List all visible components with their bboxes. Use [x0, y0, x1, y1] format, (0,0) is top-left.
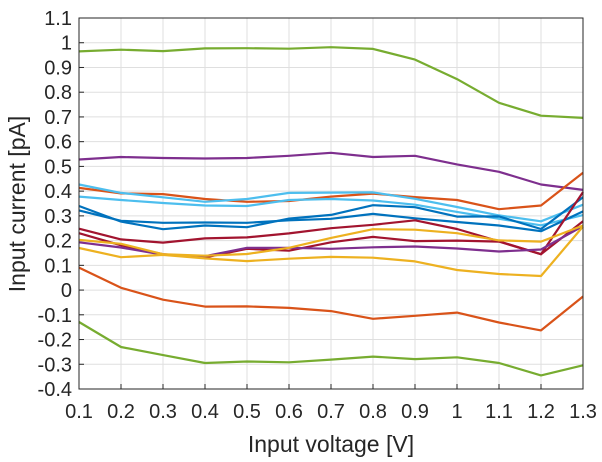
y-tick-label: 0.5 [44, 156, 72, 178]
y-tick-label: 0.9 [44, 57, 72, 79]
x-tick-label: 1 [451, 401, 462, 423]
x-tick-label: 0.9 [401, 401, 429, 423]
x-tick-label: 0.4 [191, 401, 219, 423]
x-tick-label: 0.8 [359, 401, 387, 423]
x-tick-label: 0.5 [233, 401, 261, 423]
x-tick-label: 1.2 [527, 401, 555, 423]
x-tick-label: 1.1 [485, 401, 513, 423]
series-line-1 [78, 46, 584, 119]
y-tick-label: 1 [61, 33, 72, 55]
series-line-3 [78, 171, 584, 211]
series-line-7 [78, 209, 584, 233]
y-tick-label: 0.6 [44, 132, 72, 154]
y-tick-label: 1.1 [44, 8, 72, 30]
y-tick-label: -0.4 [38, 379, 72, 401]
x-tick-labels: 0.1 0.2 0.3 0.4 0.5 0.6 0.7 0.8 0.9 1 1.1 1.2 1.3 [65, 401, 597, 423]
y-tick-label: -0.2 [38, 330, 72, 352]
plot-frame [78, 17, 584, 390]
x-axis-label: Input voltage [V] [248, 431, 414, 457]
y-tick-label: 0 [61, 280, 72, 302]
series-line-2 [78, 151, 584, 191]
y-tick-label: 0.3 [44, 206, 72, 228]
y-tick-label: 0.7 [44, 107, 72, 129]
x-tick-label: 0.2 [107, 401, 135, 423]
x-tick-label: 0.3 [149, 401, 177, 423]
y-tick-label: -0.3 [38, 354, 72, 376]
y-tick-label: -0.1 [38, 305, 72, 327]
y-tick-label: 0.8 [44, 82, 72, 104]
series-line-12 [78, 225, 584, 278]
x-tick-label: 0.7 [317, 401, 345, 423]
grid [78, 17, 584, 390]
y-tick-label: 0.1 [44, 255, 72, 277]
x-tick-label: 0.1 [65, 401, 93, 423]
series-line-14 [78, 321, 584, 377]
y-tick-label: 0.4 [44, 181, 72, 203]
x-tick-label: 0.6 [275, 401, 303, 423]
series-line-6 [78, 196, 584, 231]
y-axis-label: Input current [pA] [4, 116, 30, 292]
y-tick-label: 0.2 [44, 231, 72, 253]
y-tick-labels: -0.4 -0.3-0.2 -0.1 0 0.10.2 0.3 0.4 0.50.6 0.7 0.… [38, 8, 72, 401]
series-line-5 [78, 195, 584, 227]
x-tick-label: 1.3 [569, 401, 597, 423]
series-lines [78, 46, 584, 377]
series-line-13 [78, 266, 584, 332]
